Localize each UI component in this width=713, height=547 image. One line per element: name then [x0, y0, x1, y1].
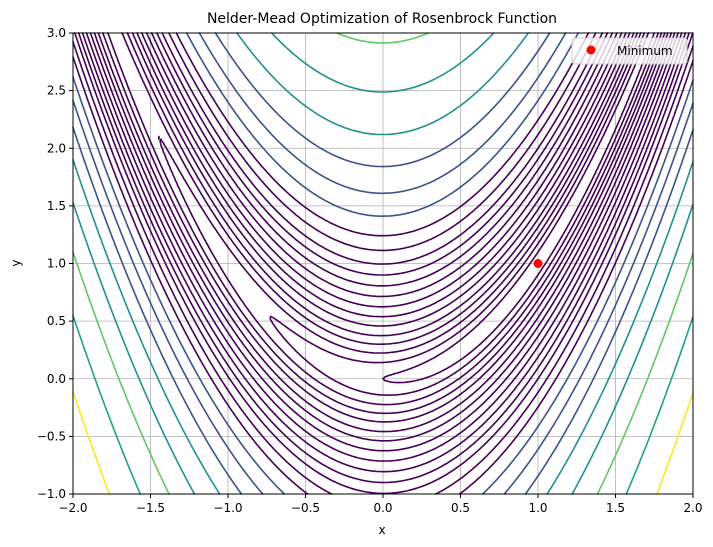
contour-line-19	[72, 32, 694, 495]
x-tick-label-2: −1.0	[213, 501, 242, 515]
contour-line-10	[77, 32, 690, 484]
contour-line-5	[97, 32, 673, 433]
contour-line-14	[72, 32, 694, 495]
legend-label-minimum: Minimum	[617, 44, 673, 58]
contour-line-9	[81, 32, 687, 473]
x-tick-label-5: 0.5	[451, 501, 470, 515]
contour-line-18	[72, 32, 694, 495]
x-tick-label-8: 2.0	[683, 501, 702, 515]
contours	[72, 32, 694, 495]
x-tick-label-6: 1.0	[528, 501, 547, 515]
contour-line-6	[93, 32, 676, 442]
contour-line-0	[382, 32, 655, 384]
chart-title: Nelder-Mead Optimization of Rosenbrock F…	[207, 11, 557, 27]
y-ticks: −1.0 −0.5 0.0 0.5 1.0 1.5 2.0 2.5 3.0	[37, 26, 73, 501]
contour-line-12	[72, 32, 694, 495]
contour-line-16	[72, 32, 694, 495]
contour-line-20	[72, 314, 694, 495]
y-tick-label-6: 2.0	[47, 141, 66, 155]
minimum-point	[533, 259, 543, 268]
legend-marker-minimum	[586, 45, 596, 55]
contour-line-8	[85, 32, 683, 462]
legend: Minimum	[571, 37, 688, 65]
contour-line-7	[89, 32, 679, 452]
contour-line-13	[72, 32, 694, 495]
y-tick-label-7: 2.5	[47, 84, 66, 98]
contour-line-11	[74, 32, 694, 495]
x-tick-label-4: 0.0	[373, 501, 392, 515]
contour-line-3	[107, 32, 666, 415]
y-tick-label-5: 1.5	[47, 199, 66, 213]
x-tick-label-1: −1.5	[136, 501, 165, 515]
x-ticks: −2.0 −1.5 −1.0 −0.5 0.0 0.5 1.0 1.5 2.0	[58, 494, 703, 515]
y-tick-label-4: 1.0	[47, 257, 66, 271]
y-axis-label: y	[9, 259, 23, 266]
contour-line-21	[72, 390, 694, 495]
x-tick-label-7: 1.5	[606, 501, 625, 515]
y-tick-label-3: 0.5	[47, 314, 66, 328]
y-tick-label-0: −1.0	[37, 487, 66, 501]
legend-box	[571, 37, 688, 65]
y-tick-label-2: 0.0	[47, 372, 66, 386]
y-tick-label-8: 3.0	[47, 26, 66, 40]
x-axis-label: x	[378, 523, 385, 537]
y-tick-label-1: −0.5	[37, 429, 66, 443]
contour-line-2	[157, 32, 663, 406]
points	[533, 259, 543, 268]
x-tick-label-0: −2.0	[58, 501, 87, 515]
contour-line-4	[102, 32, 669, 423]
contour-line-1	[269, 32, 659, 396]
contour-line-17	[72, 32, 694, 495]
contour-line-15	[72, 32, 694, 495]
x-tick-label-3: −0.5	[291, 501, 320, 515]
